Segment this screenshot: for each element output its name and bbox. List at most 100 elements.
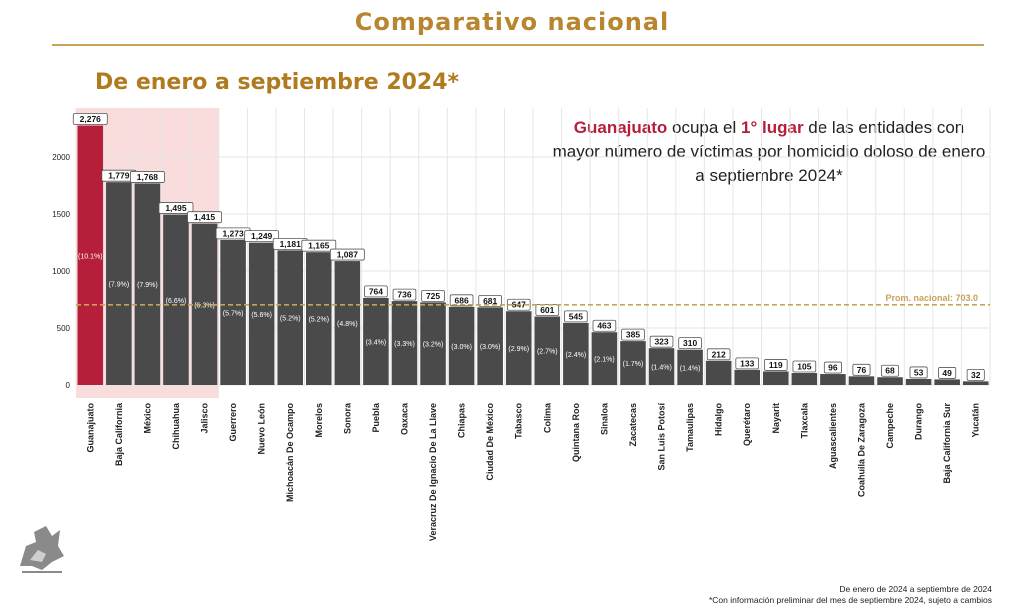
percent-label: (7.9%)	[109, 282, 130, 289]
y-tick-label: 0	[66, 381, 71, 390]
bar	[677, 349, 703, 385]
callout-state: Guanajuato	[573, 118, 668, 137]
x-tick-label: Aguascalientes	[828, 403, 838, 469]
data-label: 545	[569, 311, 583, 321]
y-tick-label: 500	[57, 324, 71, 333]
bar	[934, 379, 960, 385]
bar	[106, 182, 132, 385]
bar	[734, 369, 760, 385]
x-tick-label: Yucatán	[971, 403, 981, 438]
bar	[334, 261, 361, 385]
data-label-box	[158, 202, 194, 214]
data-label: 1,273	[222, 228, 244, 238]
data-label: 1,768	[137, 172, 159, 182]
percent-label: (3.3%)	[394, 341, 415, 348]
data-label-box	[72, 113, 108, 125]
data-label-box	[449, 294, 474, 307]
data-label-box	[938, 367, 957, 379]
bar	[563, 322, 589, 385]
data-label: 49	[942, 368, 952, 378]
x-tick-label: Hidalgo	[714, 402, 724, 436]
percent-label: (3.0%)	[480, 344, 501, 351]
footnote: De enero de 2024 a septiembre de 2024 *C…	[709, 584, 992, 606]
x-tick-label: Veracruz De Ignacio De La Llave	[428, 403, 438, 541]
x-tick-label: Chihuahua	[171, 402, 181, 449]
data-label: 1,249	[251, 231, 273, 241]
bar	[163, 214, 189, 385]
percent-label: (1.4%)	[651, 365, 672, 372]
data-label: 1,495	[165, 203, 187, 213]
data-label: 686	[455, 295, 469, 305]
data-label-box	[909, 366, 928, 379]
data-label-box	[244, 230, 280, 243]
x-tick-label: México	[142, 403, 152, 434]
data-label-box	[649, 335, 674, 348]
data-label-box	[592, 319, 617, 332]
y-tick-label: 1500	[52, 210, 70, 219]
data-label-box	[421, 289, 445, 302]
bar	[248, 242, 275, 385]
data-label-box	[130, 171, 165, 183]
data-label: 310	[683, 338, 697, 348]
emblem-logo	[20, 526, 64, 573]
bar	[306, 252, 332, 385]
data-label: 119	[769, 360, 783, 370]
data-label: 133	[740, 358, 754, 368]
bar	[534, 316, 561, 385]
bar	[962, 381, 989, 385]
x-tick-label: Quintana Roo	[571, 403, 581, 462]
data-label-box	[735, 357, 760, 370]
percent-label: (5.6%)	[251, 312, 272, 319]
data-label: 764	[369, 286, 383, 296]
bar	[848, 376, 875, 385]
x-tick-label: Oaxaca	[399, 402, 409, 435]
percent-label: (7.9%)	[137, 282, 158, 289]
x-tick-label: Tabasco	[514, 403, 524, 439]
percent-label: (2.9%)	[508, 346, 529, 353]
y-tick-label: 2000	[52, 153, 70, 162]
bar	[791, 373, 818, 385]
data-label: 2,276	[80, 114, 102, 124]
bar	[134, 183, 161, 385]
percent-label: (2.4%)	[566, 352, 587, 359]
data-label-box	[392, 288, 417, 301]
bar	[277, 250, 303, 385]
x-tick-label: Tlaxcala	[799, 402, 809, 439]
bar	[363, 297, 389, 385]
x-tick-label: Sinaloa	[599, 402, 609, 435]
bar	[391, 301, 418, 385]
percent-label: (6.3%)	[194, 302, 215, 309]
data-label: 601	[540, 305, 554, 315]
bar	[763, 371, 789, 385]
bar	[505, 311, 532, 385]
data-label: 323	[654, 337, 668, 347]
x-tick-label: Michoacán De Ocampo	[285, 403, 295, 503]
bar	[448, 306, 475, 385]
data-label-box	[621, 328, 645, 341]
average-label: Prom. nacional: 703.0	[885, 293, 978, 303]
percent-label: (3.2%)	[423, 342, 444, 349]
bar	[905, 378, 932, 385]
x-tick-label: Baja California	[114, 402, 124, 466]
bar	[620, 341, 646, 385]
data-label: 736	[397, 290, 411, 300]
x-tick-label: Guerrero	[228, 402, 238, 441]
x-tick-label: Nuevo León	[257, 403, 267, 455]
footnote-period: De enero de 2024 a septiembre de 2024	[839, 584, 992, 594]
percent-label: (6.6%)	[166, 298, 187, 305]
x-tick-label: Chiapas	[457, 403, 467, 438]
bar	[420, 302, 446, 385]
percent-label: (3.4%)	[366, 339, 387, 346]
percent-label: (1.4%)	[680, 365, 701, 372]
x-tick-label: Ciudad De México	[485, 402, 495, 480]
footnote-disclaimer: *Con información preliminar del mes de s…	[708, 595, 992, 605]
data-label: 32	[971, 370, 981, 380]
data-label-box	[564, 310, 588, 323]
x-tick-label: Baja California Sur	[942, 403, 952, 484]
x-tick-label: Durango	[914, 403, 924, 441]
x-tick-label: Puebla	[371, 402, 381, 433]
percent-label: (4.8%)	[337, 321, 358, 328]
data-label: 1,779	[108, 171, 130, 181]
data-label-box	[881, 364, 900, 377]
x-tick-label: Guanajuato	[85, 403, 95, 453]
